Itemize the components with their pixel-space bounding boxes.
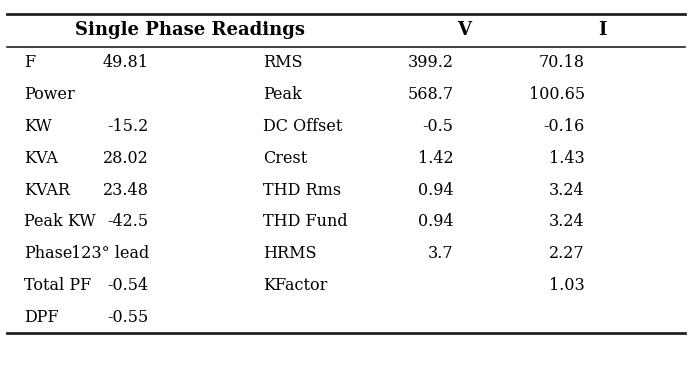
Text: Peak: Peak <box>263 86 302 103</box>
Text: 0.94: 0.94 <box>418 182 453 199</box>
Text: KVAR: KVAR <box>24 182 70 199</box>
Text: -15.2: -15.2 <box>107 118 149 135</box>
Text: 28.02: 28.02 <box>103 150 149 167</box>
Text: Power: Power <box>24 86 75 103</box>
Text: I: I <box>598 21 606 39</box>
Text: 1.42: 1.42 <box>418 150 453 167</box>
Text: -0.54: -0.54 <box>108 277 149 294</box>
Text: 3.24: 3.24 <box>549 213 585 230</box>
Text: -42.5: -42.5 <box>108 213 149 230</box>
Text: 2.27: 2.27 <box>549 245 585 262</box>
Text: Total PF: Total PF <box>24 277 91 294</box>
Text: 399.2: 399.2 <box>408 54 453 71</box>
Text: THD Fund: THD Fund <box>263 213 347 230</box>
Text: -0.55: -0.55 <box>107 309 149 326</box>
Text: -0.5: -0.5 <box>422 118 453 135</box>
Text: THD Rms: THD Rms <box>263 182 341 199</box>
Text: F: F <box>24 54 35 71</box>
Text: KFactor: KFactor <box>263 277 327 294</box>
Text: 3.7: 3.7 <box>428 245 453 262</box>
Text: 1.03: 1.03 <box>549 277 585 294</box>
Text: -0.16: -0.16 <box>543 118 585 135</box>
Text: 70.18: 70.18 <box>539 54 585 71</box>
Text: Single Phase Readings: Single Phase Readings <box>75 21 305 39</box>
Text: Phase: Phase <box>24 245 73 262</box>
Text: 568.7: 568.7 <box>407 86 453 103</box>
Text: HRMS: HRMS <box>263 245 316 262</box>
Text: RMS: RMS <box>263 54 302 71</box>
Text: 123° lead: 123° lead <box>71 245 149 262</box>
Text: 0.94: 0.94 <box>418 213 453 230</box>
Text: 100.65: 100.65 <box>529 86 585 103</box>
Text: 49.81: 49.81 <box>103 54 149 71</box>
Text: KW: KW <box>24 118 52 135</box>
Text: DPF: DPF <box>24 309 59 326</box>
Text: 3.24: 3.24 <box>549 182 585 199</box>
Text: KVA: KVA <box>24 150 58 167</box>
Text: 23.48: 23.48 <box>103 182 149 199</box>
Text: DC Offset: DC Offset <box>263 118 343 135</box>
Text: Crest: Crest <box>263 150 307 167</box>
Text: V: V <box>457 21 471 39</box>
Text: 1.43: 1.43 <box>549 150 585 167</box>
Text: Peak KW: Peak KW <box>24 213 96 230</box>
